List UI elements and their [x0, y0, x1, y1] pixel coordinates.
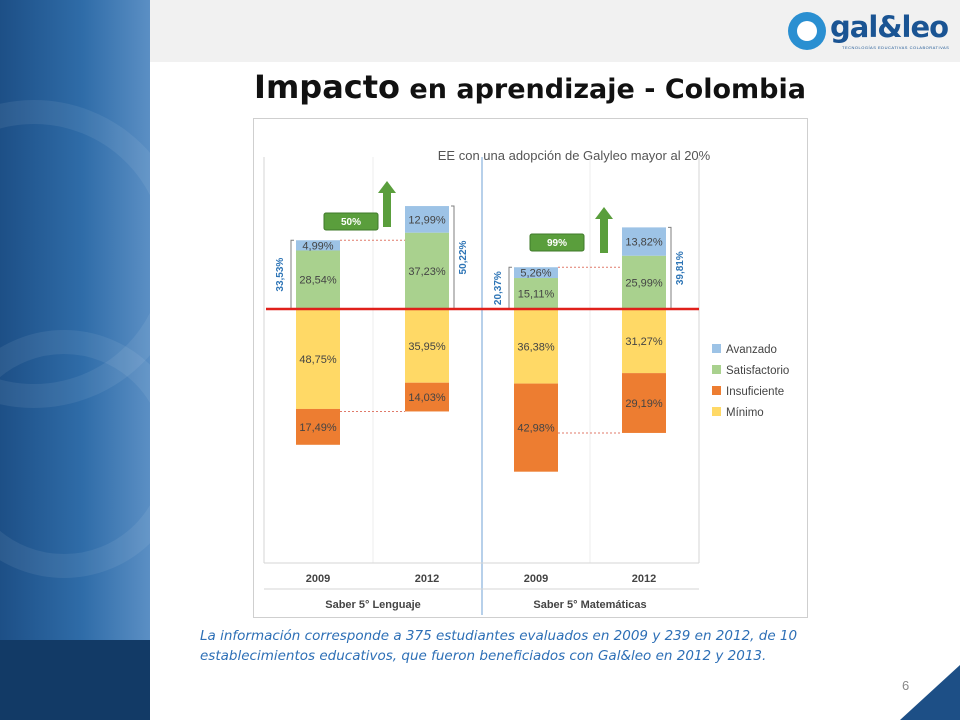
- bar-avanzado: [296, 240, 340, 251]
- increase-label: 50%: [341, 217, 361, 228]
- slide-title-main: Impacto: [254, 68, 401, 106]
- data-label-satisfactorio: 25,99%: [625, 277, 663, 289]
- brand-logo: gal&leo TECNOLOGÍAS EDUCATIVAS COLABORAT…: [788, 10, 950, 56]
- data-label-avanzado: 12,99%: [408, 214, 446, 226]
- sidebar-decoration: [0, 0, 150, 720]
- footnote: La información corresponde a 375 estudia…: [200, 628, 798, 664]
- bar-insuficiente: [405, 382, 449, 412]
- increase-arrow-icon: [595, 207, 613, 253]
- bar-satisfactorio: [296, 250, 340, 309]
- bar-avanzado: [405, 206, 449, 233]
- bar-satisfactorio: [514, 278, 558, 309]
- logo-tagline: TECNOLOGÍAS EDUCATIVAS COLABORATIVAS: [842, 45, 950, 50]
- corner-triangle: [900, 665, 960, 720]
- total-bracket: [290, 239, 294, 310]
- legend-swatch: [712, 344, 721, 353]
- data-label-minimo: 36,38%: [517, 341, 555, 353]
- data-label-insuficiente: 29,19%: [625, 398, 663, 410]
- legend-label: Mínimo: [726, 407, 764, 419]
- bar-minimo: [296, 309, 340, 409]
- globe-ring-icon: [788, 12, 826, 50]
- total-bracket: [508, 266, 512, 310]
- data-label-avanzado: 4,99%: [302, 240, 333, 252]
- slide-title-rest: en aprendizaje - Colombia: [400, 74, 806, 105]
- data-label-satisfactorio: 15,11%: [518, 289, 555, 301]
- corner-decoration: [900, 665, 960, 720]
- data-label-insuficiente: 42,98%: [517, 423, 555, 435]
- sidebar-bottom-band: [0, 640, 150, 720]
- legend-label: Avanzado: [726, 344, 777, 356]
- increase-arrow-icon: [378, 181, 396, 227]
- bar-insuficiente: [296, 408, 340, 445]
- bar-minimo: [405, 309, 449, 383]
- bar-satisfactorio: [405, 232, 449, 309]
- page-number: 6: [902, 678, 910, 693]
- legend-swatch: [712, 365, 721, 374]
- x-tick-label: 2009: [306, 573, 330, 585]
- data-label-insuficiente: 17,49%: [299, 422, 337, 434]
- group-label: Saber 5° Matemáticas: [533, 599, 646, 611]
- total-label: 20,37%: [493, 271, 504, 305]
- data-label-minimo: 48,75%: [299, 354, 337, 366]
- bar-minimo: [514, 309, 558, 384]
- bar-minimo: [622, 309, 666, 374]
- data-label-minimo: 35,95%: [408, 341, 446, 353]
- stacked-bar-chart: EE con una adopción de Galyleo mayor al …: [263, 148, 789, 615]
- x-tick-label: 2012: [415, 573, 439, 585]
- total-bracket: [451, 205, 455, 310]
- increase-badge: [529, 233, 585, 252]
- chart-frame: EE con una adopción de Galyleo mayor al …: [253, 118, 808, 618]
- x-tick-label: 2012: [632, 573, 656, 585]
- bar-avanzado: [622, 227, 666, 256]
- slide-title: Impacto en aprendizaje - Colombia: [150, 68, 910, 106]
- data-label-avanzado: 5,26%: [520, 268, 551, 280]
- increase-label: 99%: [547, 238, 567, 249]
- data-label-insuficiente: 14,03%: [408, 392, 446, 404]
- total-label: 50,22%: [458, 240, 469, 274]
- total-label: 33,53%: [275, 258, 286, 292]
- group-label: Saber 5° Lenguaje: [325, 599, 421, 611]
- bar-insuficiente: [622, 373, 666, 433]
- legend-swatch: [712, 386, 721, 395]
- total-bracket: [668, 226, 672, 310]
- chart-title: EE con una adopción de Galyleo mayor al …: [438, 148, 711, 163]
- logo-name: gal&leo: [830, 10, 949, 44]
- total-label: 39,81%: [675, 251, 686, 285]
- bar-avanzado: [514, 267, 558, 279]
- legend-label: Insuficiente: [726, 386, 784, 398]
- sidebar-ring: [0, 330, 150, 578]
- bar-insuficiente: [514, 383, 558, 472]
- data-label-minimo: 31,27%: [625, 336, 663, 348]
- legend-swatch: [712, 407, 721, 416]
- legend-label: Satisfactorio: [726, 365, 789, 377]
- data-label-satisfactorio: 37,23%: [408, 266, 446, 278]
- data-label-satisfactorio: 28,54%: [299, 275, 337, 287]
- x-tick-label: 2009: [524, 573, 548, 585]
- bar-satisfactorio: [622, 255, 666, 309]
- increase-badge: [323, 212, 379, 231]
- data-label-avanzado: 13,82%: [625, 237, 663, 249]
